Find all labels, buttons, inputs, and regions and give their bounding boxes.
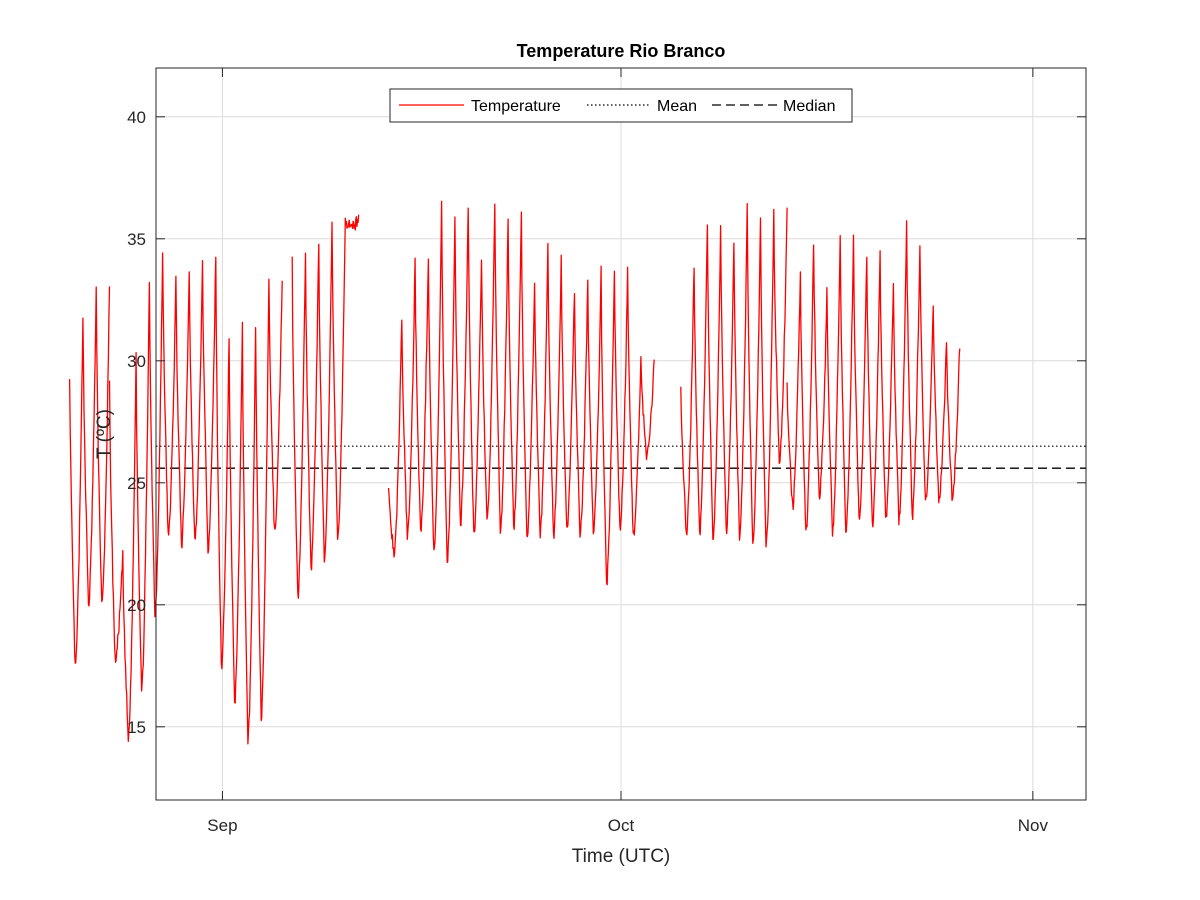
chart-title: Temperature Rio Branco — [517, 41, 726, 61]
temperature-series-segment — [680, 202, 788, 548]
temperature-series-segment — [291, 214, 360, 599]
y-tick-label: 15 — [127, 718, 146, 737]
x-tick-label: Nov — [1018, 816, 1049, 835]
legend-mean-label: Mean — [657, 98, 697, 115]
reference-lines — [156, 445, 1086, 469]
x-tick-label: Oct — [608, 816, 635, 835]
legend: Temperature Mean Median — [389, 88, 853, 123]
temperature-series-segment — [68, 286, 111, 664]
y-tick-label: 40 — [127, 108, 146, 127]
x-tick-label: Sep — [207, 816, 237, 835]
series-layer — [68, 200, 961, 745]
legend-median-label: Median — [783, 98, 835, 115]
y-tick-label: 35 — [127, 230, 146, 249]
temperature-series-segment — [786, 220, 961, 537]
y-tick-label: 25 — [127, 474, 146, 493]
ticks: 15 20 25 30 35 40 Sep Oct Nov — [127, 68, 1086, 835]
temperature-series-segment — [108, 252, 283, 745]
legend-temperature-label: Temperature — [471, 98, 561, 115]
y-tick-label: 20 — [127, 596, 146, 615]
y-axis-label: T (ºC) — [94, 409, 115, 459]
x-axis-label: Time (UTC) — [572, 846, 671, 867]
temperature-series-segment — [387, 200, 655, 586]
y-tick-label: 30 — [127, 352, 146, 371]
